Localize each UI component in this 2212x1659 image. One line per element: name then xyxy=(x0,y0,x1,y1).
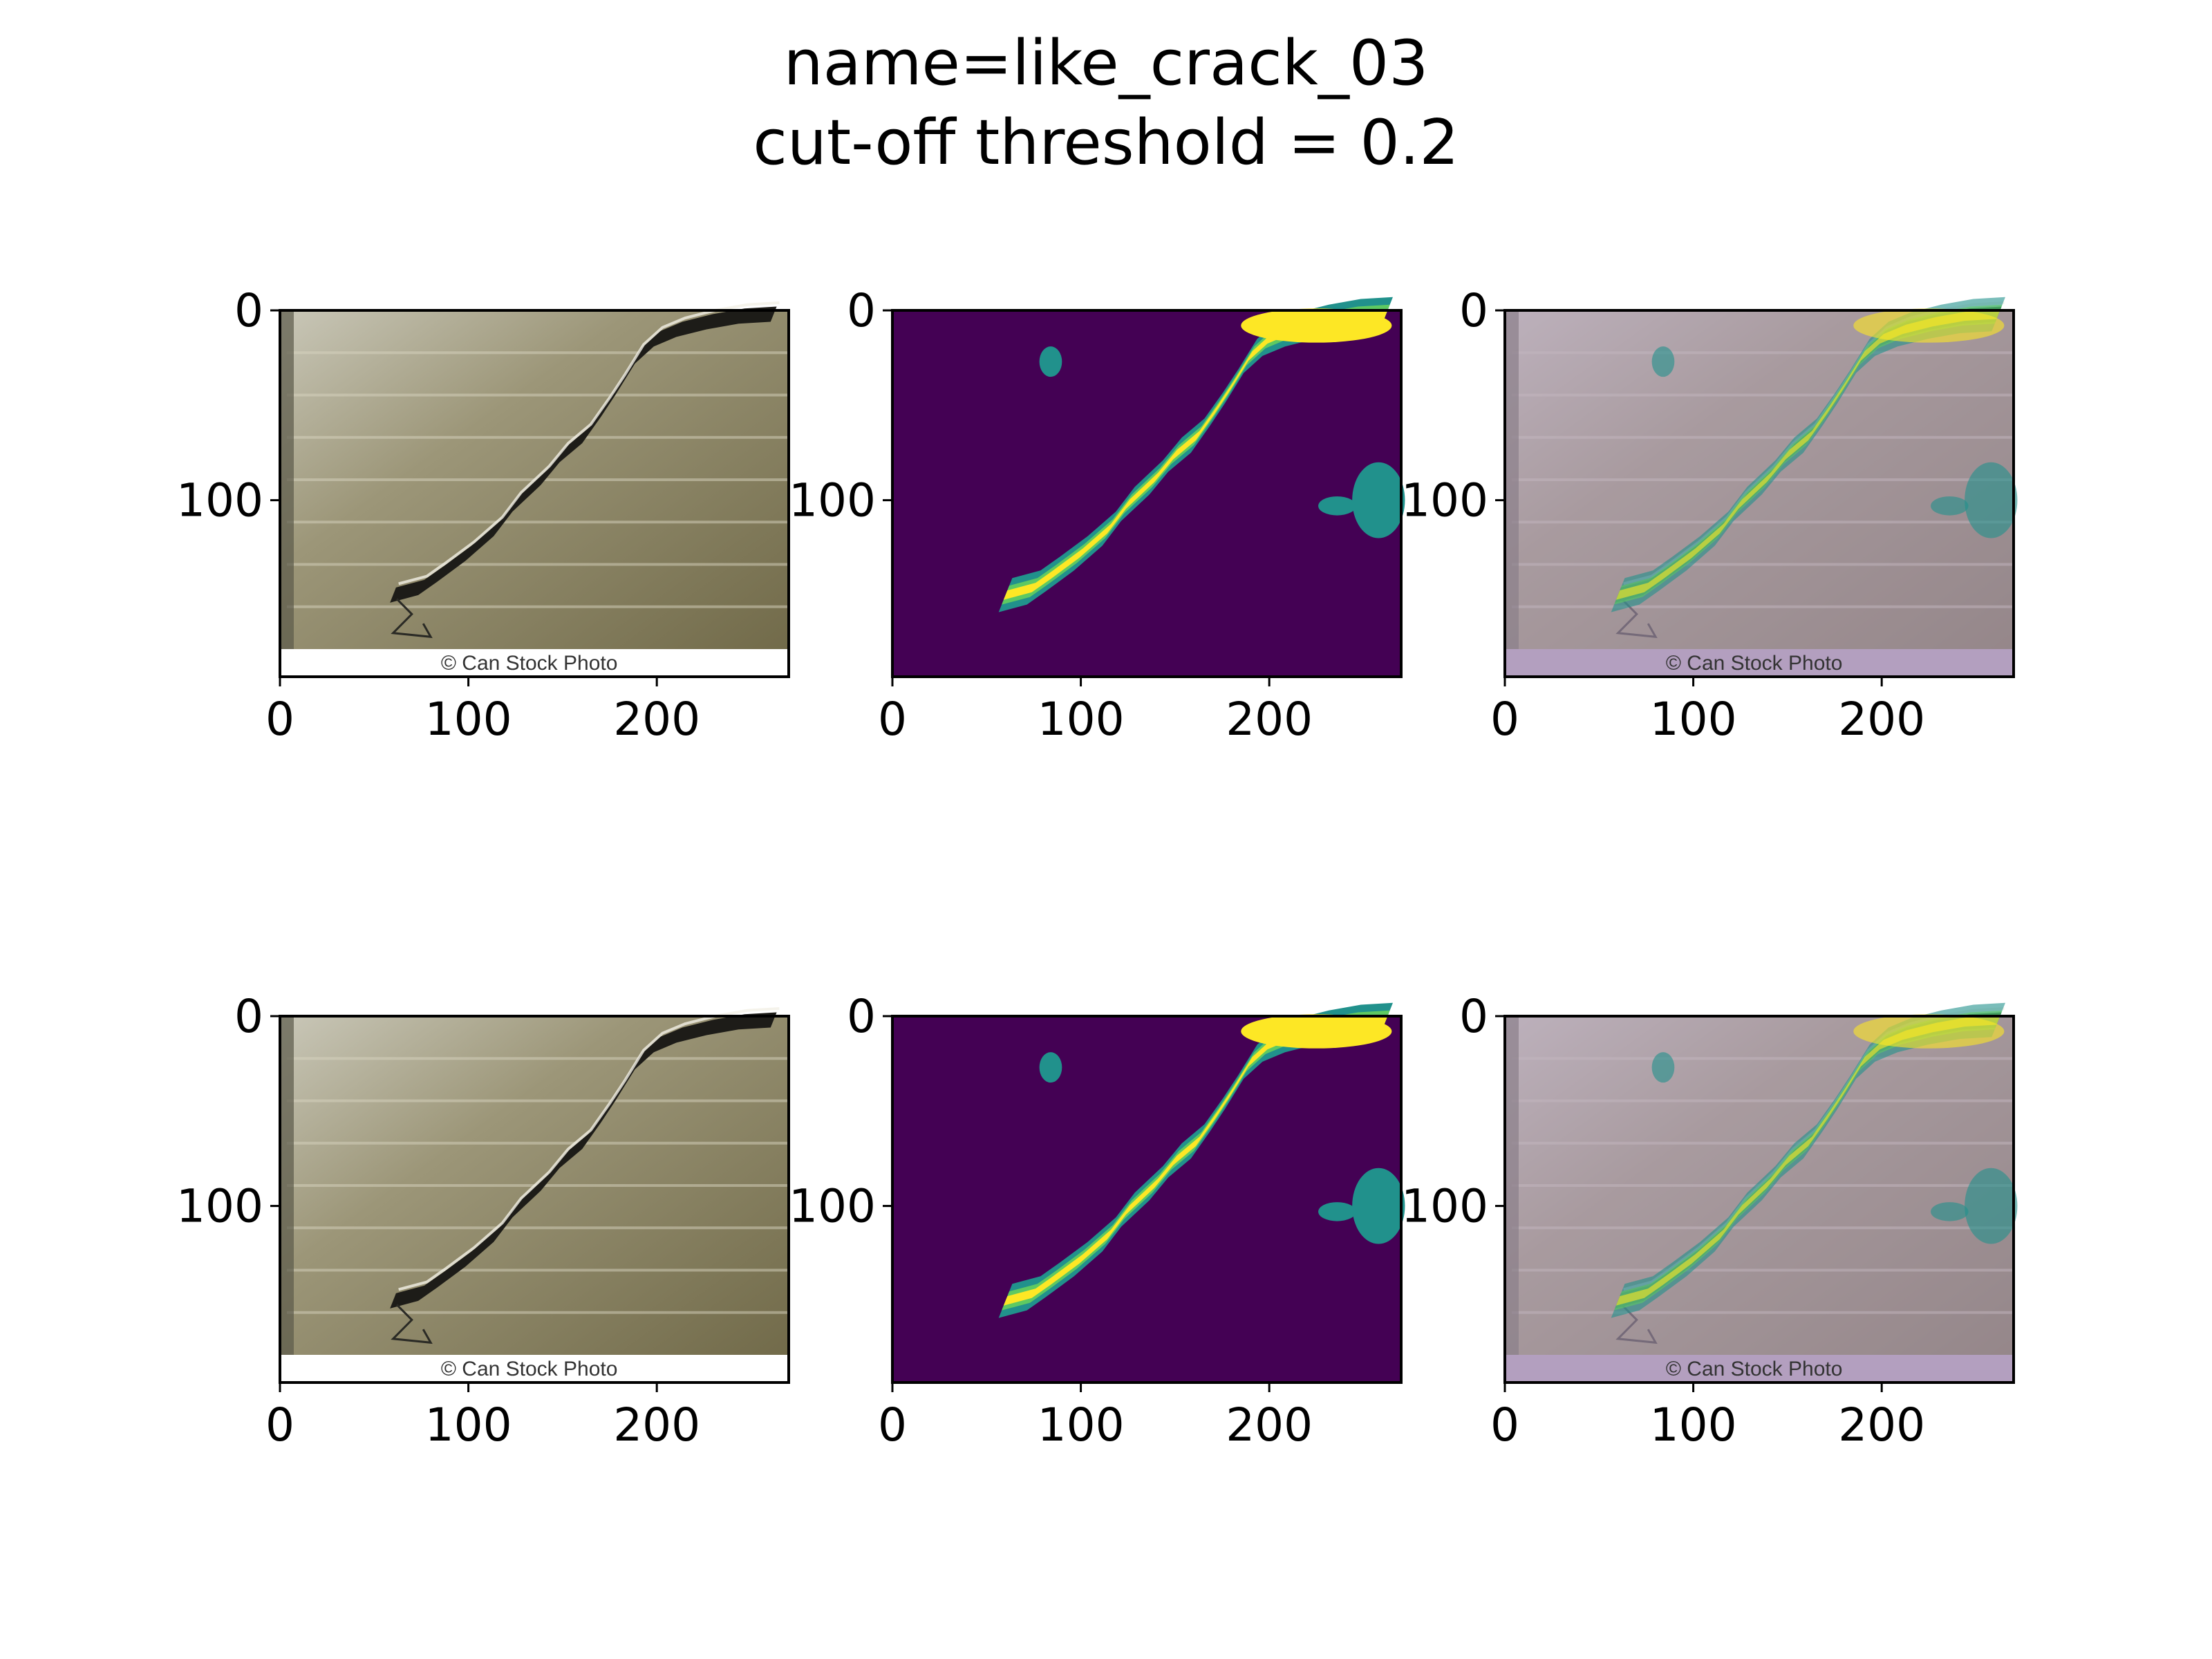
watermark-text: © Can Stock Photo xyxy=(441,652,618,675)
heat-blob-top xyxy=(1853,1014,2005,1049)
heat-blob-top xyxy=(1241,308,1392,343)
heat-blob-small xyxy=(1039,1052,1062,1083)
axes-frame xyxy=(1503,309,2015,678)
subplot-r2c1-original-image: © Can Stock Photo 0 100 200 0 100 xyxy=(176,990,790,1452)
crack-edge-highlight xyxy=(398,1007,780,1291)
wall-photo xyxy=(280,1016,789,1382)
x-tick-label: 0 xyxy=(265,1398,294,1452)
x-tick-label: 200 xyxy=(1226,693,1313,746)
watermark-text: © Can Stock Photo xyxy=(1666,1358,1843,1380)
watermark-bar xyxy=(280,1355,789,1382)
heat-blob-right-small xyxy=(1931,1202,1969,1221)
subplot-r2c2-prediction-map: 0 100 200 0 100 xyxy=(789,990,1405,1452)
crack-edge-highlight xyxy=(398,301,780,585)
subplot-r2c3-overlay: © Can Stock Photo 0 100 200 0 100 xyxy=(1401,990,2018,1452)
x-tick-label: 200 xyxy=(1838,1398,1925,1452)
heat-blob-right-small xyxy=(1931,496,1969,516)
axes-frame xyxy=(891,1015,1403,1384)
figure-title-line1: name=like_crack_03 xyxy=(783,27,1429,100)
axes-frame xyxy=(279,1015,790,1384)
heat-blob-right xyxy=(1352,462,1405,538)
x-tick-label: 100 xyxy=(1650,1398,1737,1452)
x-tick-label: 0 xyxy=(265,693,294,746)
x-tick-label: 200 xyxy=(1838,693,1925,746)
pillar-edge xyxy=(280,310,294,649)
heat-blob-right xyxy=(1965,1168,2018,1244)
heat-blob-top xyxy=(1853,308,2005,343)
watermark-text: © Can Stock Photo xyxy=(1666,652,1843,675)
wall-photo xyxy=(280,310,789,677)
y-tick-label: 0 xyxy=(1459,284,1488,337)
subplot-r1c2-prediction-map: 0 100 200 0 100 xyxy=(789,284,1405,746)
heat-blob-small xyxy=(1651,346,1675,377)
subplot-r1c3-overlay: © Can Stock Photo 0 100 200 0 100 xyxy=(1401,284,2018,746)
heat-blob-small xyxy=(1651,1052,1675,1083)
axes-frame xyxy=(891,309,1403,678)
y-tick-label: 100 xyxy=(789,1180,876,1233)
y-tick-label: 100 xyxy=(176,1180,263,1233)
x-tick-label: 0 xyxy=(1490,693,1519,746)
x-tick-label: 200 xyxy=(613,693,700,746)
x-tick-label: 0 xyxy=(878,693,907,746)
y-tick-label: 100 xyxy=(176,474,263,527)
x-tick-label: 200 xyxy=(1226,1398,1313,1452)
x-tick-label: 100 xyxy=(1038,693,1125,746)
x-tick-label: 200 xyxy=(613,1398,700,1452)
watermark-bar xyxy=(1505,649,2014,677)
x-tick-label: 100 xyxy=(425,1398,512,1452)
y-tick-label: 100 xyxy=(1401,1180,1488,1233)
heat-blob-right-small xyxy=(1318,496,1356,516)
watermark-bar xyxy=(1505,1355,2014,1382)
y-tick-label: 0 xyxy=(847,990,876,1043)
y-tick-label: 0 xyxy=(234,284,263,337)
crack-fragments xyxy=(391,1304,433,1344)
heat-blob-top xyxy=(1241,1014,1392,1049)
heat-blob-right-small xyxy=(1318,1202,1356,1221)
watermark-text: © Can Stock Photo xyxy=(441,1358,618,1380)
x-tick-label: 0 xyxy=(878,1398,907,1452)
y-tick-label: 0 xyxy=(234,990,263,1043)
axes-frame xyxy=(1503,1015,2015,1384)
x-tick-label: 100 xyxy=(1038,1398,1125,1452)
x-tick-label: 100 xyxy=(425,693,512,746)
heat-blob-right xyxy=(1352,1168,1405,1244)
y-tick-label: 100 xyxy=(789,474,876,527)
pillar-edge xyxy=(280,1016,294,1355)
y-tick-label: 0 xyxy=(847,284,876,337)
heat-blob-right xyxy=(1965,462,2018,538)
heat-blob-small xyxy=(1039,346,1062,377)
watermark-bar xyxy=(280,649,789,677)
crack-fragments xyxy=(391,598,433,639)
y-tick-label: 0 xyxy=(1459,990,1488,1043)
x-tick-label: 100 xyxy=(1650,693,1737,746)
subplot-r1c1-original-image: © Can Stock Photo 0 100 200 0 100 xyxy=(176,284,790,746)
y-tick-label: 100 xyxy=(1401,474,1488,527)
figure-title-line2: cut-off threshold = 0.2 xyxy=(753,106,1459,179)
axes-frame xyxy=(279,309,790,678)
x-tick-label: 0 xyxy=(1490,1398,1519,1452)
